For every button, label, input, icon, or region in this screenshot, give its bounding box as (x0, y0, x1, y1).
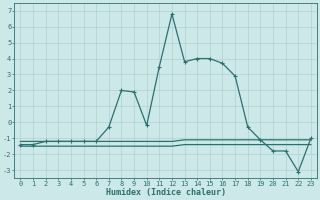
X-axis label: Humidex (Indice chaleur): Humidex (Indice chaleur) (106, 188, 226, 197)
